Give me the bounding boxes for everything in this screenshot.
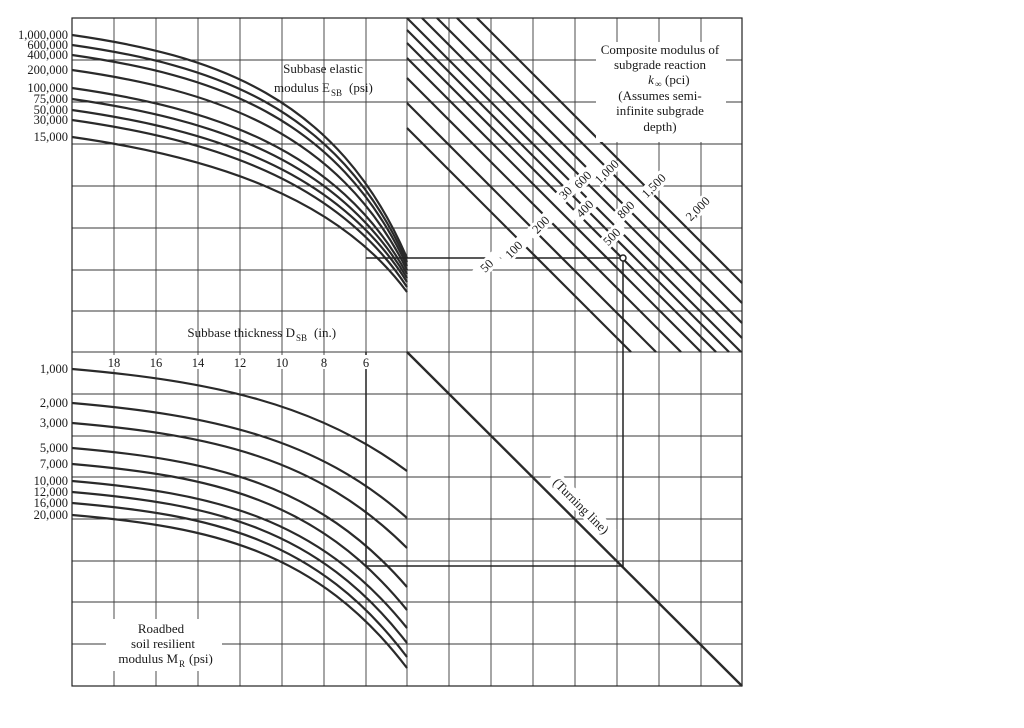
k-line-label-bg <box>638 170 670 202</box>
k-line <box>406 57 702 353</box>
mr-tick-label: 12,000 <box>34 485 68 499</box>
esb-curve <box>71 68 408 271</box>
mr-tick-label: 10,000 <box>34 474 68 488</box>
mr-curve <box>71 401 408 519</box>
dsb-tick-bg <box>104 355 124 369</box>
esb-curve <box>71 53 408 267</box>
mr-tick-label: 20,000 <box>34 508 68 522</box>
esb-title-unit: (psi) <box>349 80 373 95</box>
k-line-label-bg <box>525 209 557 241</box>
k-title: Composite modulus of subgrade reaction k… <box>596 42 726 142</box>
esb-tick-label: 50,000 <box>34 103 68 117</box>
k-line-label-bg <box>471 250 503 282</box>
esb-title: Subbase elastic modulus E SB (psi) <box>274 61 373 98</box>
esb-tick-label: 30,000 <box>34 113 68 127</box>
dsb-tick-label: 6 <box>363 356 369 370</box>
mr-tick-label: 1,000 <box>40 362 68 376</box>
esb-curve <box>71 43 409 263</box>
k-title-line2: subgrade reaction <box>614 57 707 72</box>
esb-title-line2: modulus E <box>274 80 330 95</box>
dsb-tick-bg <box>272 355 292 369</box>
esb-tick-label: 75,000 <box>34 92 68 106</box>
esb-curve <box>71 33 409 259</box>
mr-tick-label: 5,000 <box>40 441 68 455</box>
k-line-label-bg <box>569 193 601 225</box>
esb-tick-label: 200,000 <box>27 63 68 77</box>
mr-tick-label: 2,000 <box>40 396 68 410</box>
k-title-line5: infinite subgrade <box>616 103 704 118</box>
turning-line <box>406 351 743 687</box>
dsb-tick-bg <box>356 355 376 369</box>
mr-title-sub: R <box>179 659 185 669</box>
k-title-line4: (Assumes semi- <box>618 88 701 103</box>
dsb-tick-bg <box>314 355 334 369</box>
mr-curve <box>71 479 408 629</box>
esb-curve <box>71 97 408 279</box>
mr-tick-label: 3,000 <box>40 416 68 430</box>
dsb-title-sub: SB <box>296 333 307 343</box>
turning-line-label-bg <box>546 470 617 541</box>
k-title-sub: ∞ <box>655 79 661 89</box>
curves <box>71 33 409 669</box>
esb-curve <box>71 135 408 293</box>
dsb-title-unit: (in.) <box>314 325 336 340</box>
mr-tick-label: 7,000 <box>40 457 68 471</box>
k-line-label-bg <box>591 156 623 188</box>
dsb-tick-label: 12 <box>234 356 247 370</box>
k-line-label: 50 <box>471 250 503 282</box>
k-title-line3: k <box>648 72 654 87</box>
k-line <box>476 17 743 284</box>
mr-title-bg <box>106 619 222 671</box>
dsb-tick-bg <box>146 355 166 369</box>
k-lines <box>406 17 743 687</box>
k-title-line1: Composite modulus of <box>601 42 720 57</box>
mr-title-line3: modulus M <box>118 651 178 666</box>
k-title-unit: (pci) <box>665 72 690 87</box>
esb-title-line1: Subbase elastic <box>283 61 363 76</box>
k-line-label-bg <box>610 194 642 226</box>
mr-tick-label: 16,000 <box>34 496 68 510</box>
example-point <box>619 254 627 262</box>
dsb-tick-label: 16 <box>150 356 163 370</box>
mr-title-line1: Roadbed <box>138 621 185 636</box>
mr-curve <box>71 501 408 658</box>
example-arrow-path <box>365 257 624 567</box>
mr-title: Roadbed soil resilient modulus M R (psi) <box>106 619 222 671</box>
k-line-label-bg <box>682 193 714 225</box>
k-line <box>456 17 743 304</box>
mr-curve <box>71 446 408 588</box>
example-path <box>365 254 627 567</box>
dsb-tick-label: 8 <box>321 356 327 370</box>
k-line-label-bg <box>498 234 530 266</box>
mr-curve <box>71 421 408 549</box>
dsb-title-line: Subbase thickness D <box>187 325 295 340</box>
k-title-line6: depth) <box>643 119 676 134</box>
mr-curve <box>71 490 408 644</box>
dsb-tick-label: 18 <box>108 356 121 370</box>
k-line-label-bg <box>567 164 599 196</box>
dsb-tick-bg <box>230 355 250 369</box>
mr-curve <box>71 513 408 669</box>
mr-title-unit: (psi) <box>189 651 213 666</box>
esb-tick-label: 1,000,000 <box>18 28 68 42</box>
k-line-label-bg <box>596 221 628 253</box>
esb-title-sub: SB <box>331 88 342 98</box>
esb-curve <box>71 118 408 288</box>
esb-tick-label: 400,000 <box>27 48 68 62</box>
esb-tick-label: 600,000 <box>27 38 68 52</box>
esb-tick-label: 100,000 <box>27 81 68 95</box>
mr-title-line2: soil resilient <box>131 636 195 651</box>
k-title-bg <box>596 42 726 142</box>
dsb-title: Subbase thickness D SB (in.) <box>187 325 336 343</box>
esb-curve <box>71 108 408 283</box>
esb-tick-label: 15,000 <box>34 130 68 144</box>
dsb-tick-label: 14 <box>192 356 205 370</box>
mr-curve <box>71 367 408 472</box>
dsb-tick-bg <box>188 355 208 369</box>
dsb-tick-label: 10 <box>276 356 289 370</box>
mr-curve <box>71 462 408 611</box>
esb-curve <box>71 86 408 275</box>
